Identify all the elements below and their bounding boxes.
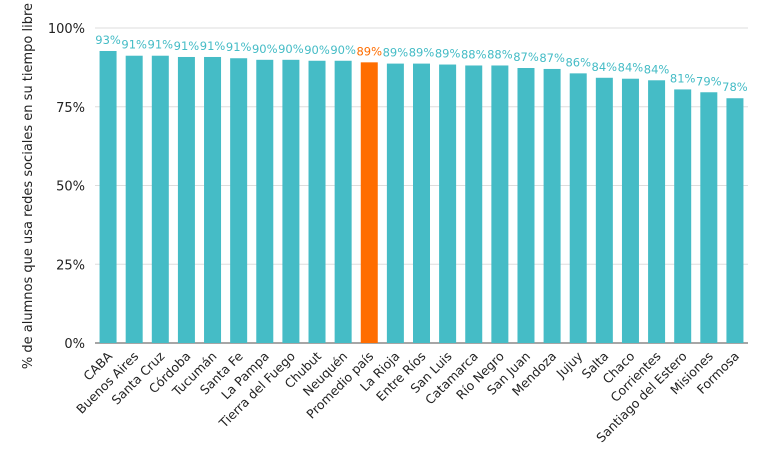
bar — [308, 60, 326, 343]
data-label: 91% — [121, 38, 147, 52]
y-axis-label: % de alumnos que usa redes sociales en s… — [21, 3, 36, 369]
data-label: 87% — [539, 51, 565, 65]
data-label: 84% — [592, 60, 618, 74]
data-label: 90% — [252, 42, 278, 56]
y-tick-label: 50% — [56, 180, 85, 195]
data-label: 89% — [356, 44, 382, 58]
data-label: 91% — [200, 39, 226, 53]
bar — [99, 50, 117, 344]
bar — [177, 56, 195, 343]
bar — [282, 59, 300, 343]
bar — [543, 68, 561, 343]
bar — [204, 56, 222, 343]
y-tick-label: 0% — [64, 337, 85, 352]
bar — [726, 98, 744, 344]
bar — [386, 63, 404, 343]
bar — [230, 58, 248, 344]
data-label: 78% — [722, 80, 748, 94]
y-tick-label: 75% — [56, 101, 85, 116]
data-label: 86% — [565, 55, 591, 69]
bar — [491, 65, 509, 344]
bar — [439, 64, 457, 343]
data-label: 91% — [226, 40, 252, 54]
y-tick-label: 25% — [56, 258, 85, 273]
data-label: 88% — [487, 47, 513, 61]
bar — [569, 73, 587, 344]
x-tick-label: Jujuy — [553, 348, 586, 381]
data-label: 90% — [330, 43, 356, 57]
bar — [595, 77, 613, 344]
data-label: 89% — [435, 47, 461, 61]
data-label: 89% — [383, 46, 409, 60]
data-label: 93% — [95, 33, 121, 47]
bar — [151, 55, 169, 343]
data-label: 79% — [696, 74, 722, 88]
bar — [413, 63, 430, 343]
data-label: 81% — [670, 71, 696, 85]
data-label: 89% — [409, 46, 435, 60]
data-label: 88% — [461, 47, 487, 61]
bar — [648, 80, 666, 343]
bar — [334, 60, 352, 343]
data-label: 90% — [304, 43, 330, 57]
data-label: 84% — [618, 61, 644, 75]
y-tick-label: 100% — [48, 22, 85, 37]
data-label: 91% — [148, 38, 174, 52]
data-label: 91% — [174, 39, 200, 53]
bar — [465, 65, 483, 344]
bar — [125, 55, 143, 343]
data-label: 90% — [278, 42, 304, 56]
bar — [360, 62, 378, 344]
bar — [621, 78, 639, 343]
data-label: 87% — [513, 50, 539, 64]
bar — [256, 59, 274, 343]
bar — [517, 68, 535, 343]
data-label: 84% — [644, 62, 670, 76]
bar — [700, 92, 718, 343]
bar — [674, 89, 692, 343]
